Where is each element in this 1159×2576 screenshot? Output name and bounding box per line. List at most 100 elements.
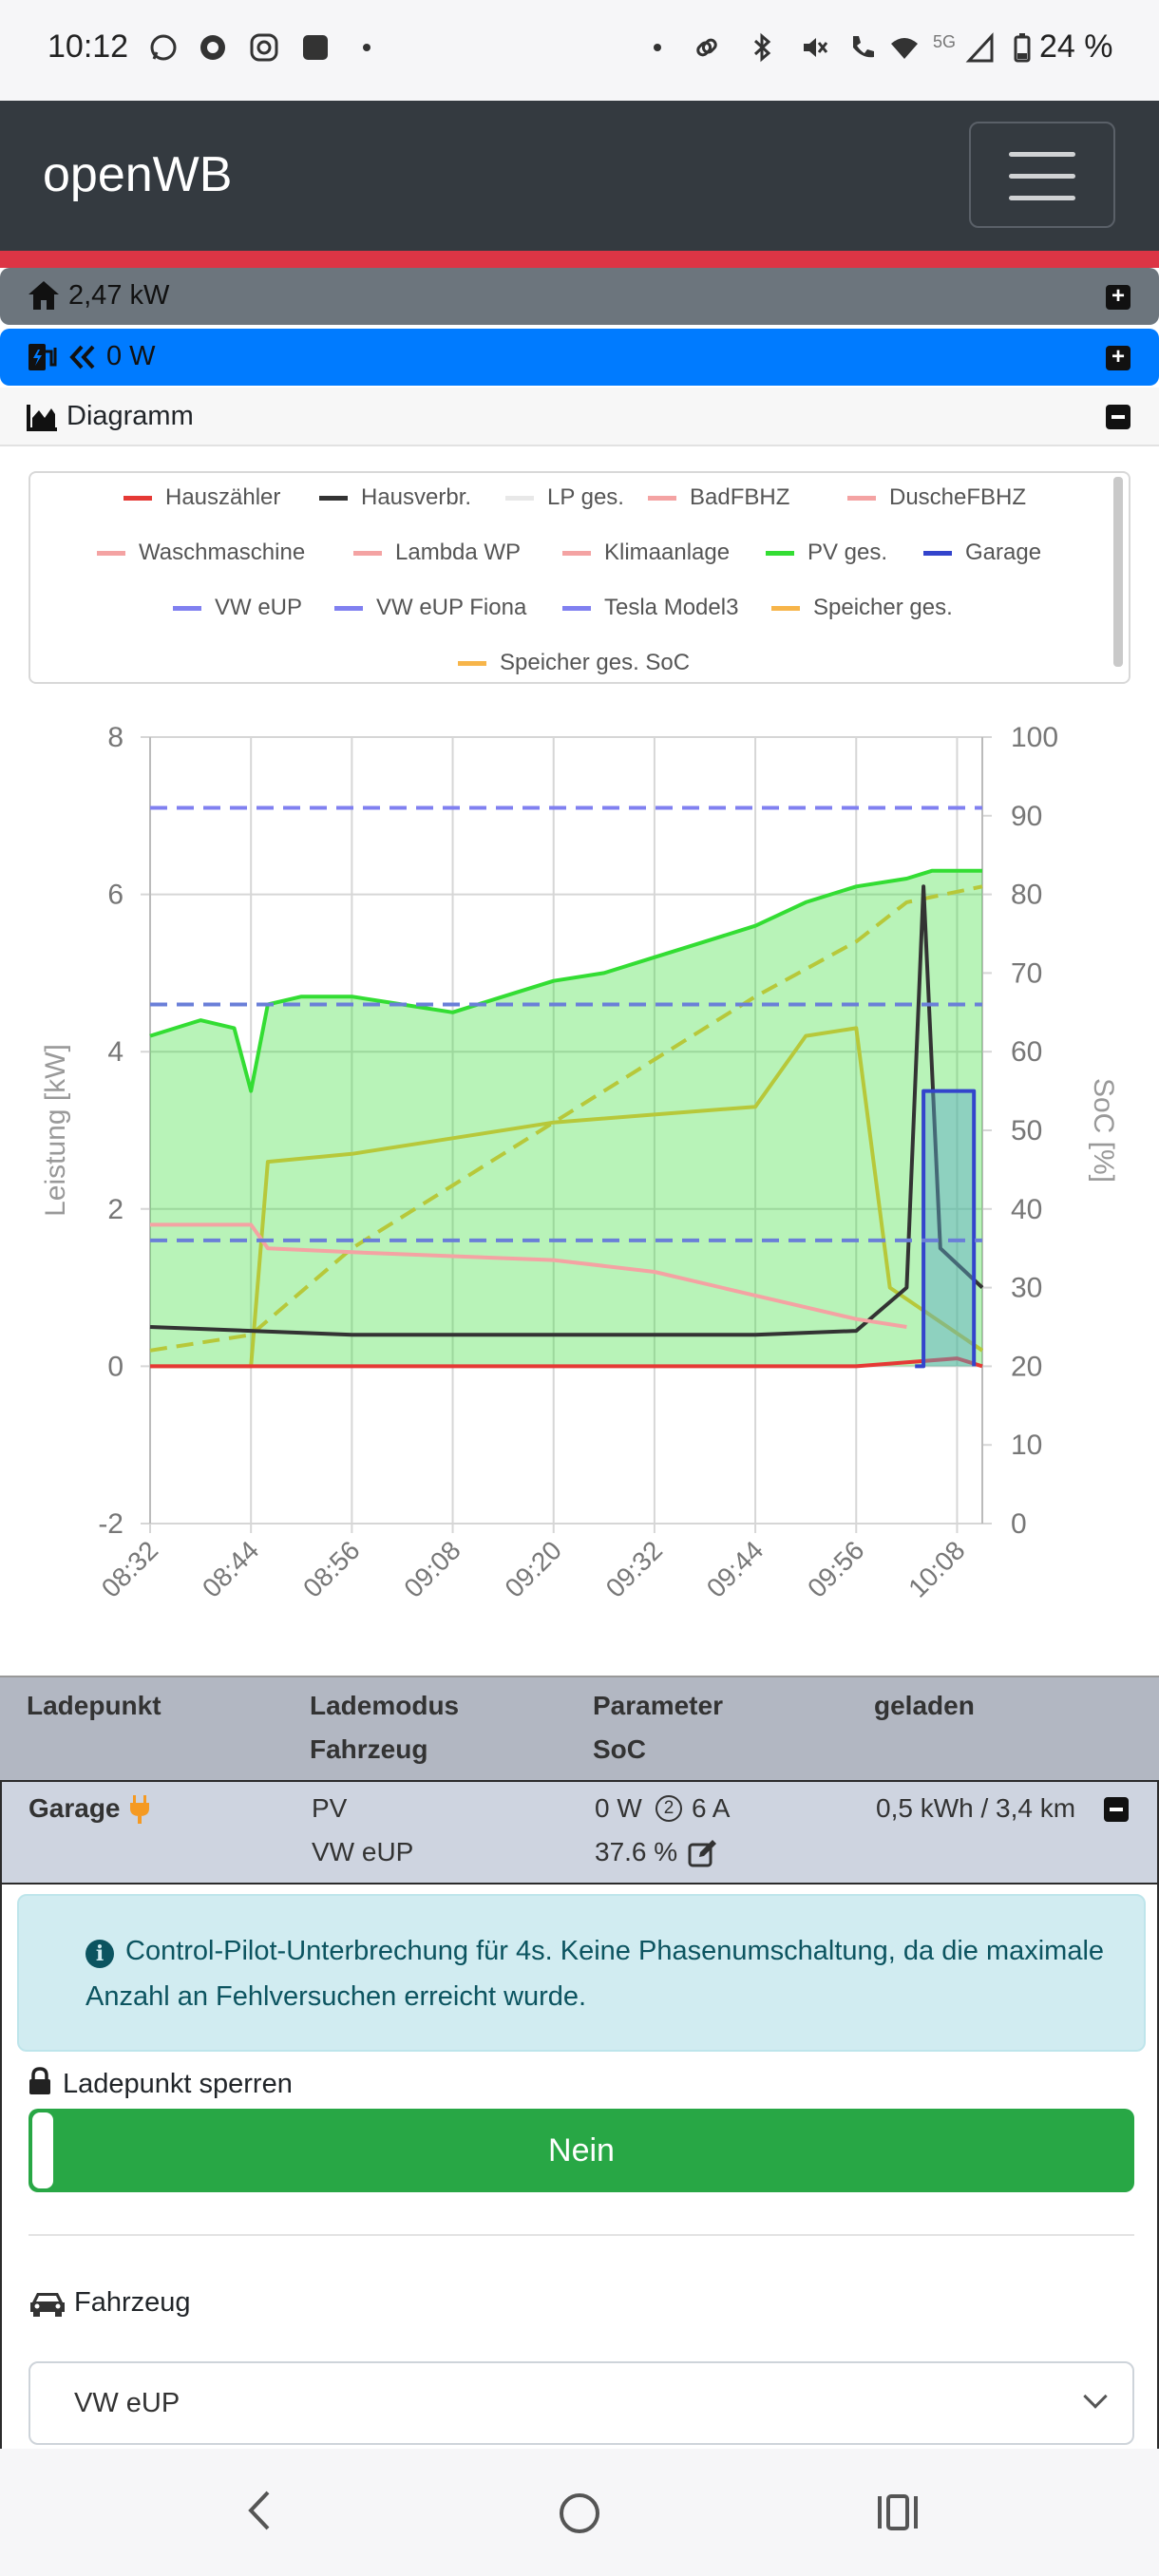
- house-consumption-bar[interactable]: 2,47 kW +: [0, 268, 1159, 325]
- charged-energy: 0,5 kWh / 3,4 km: [876, 1793, 1076, 1823]
- y2-tick-label: 10: [1011, 1430, 1042, 1461]
- legend-label: Speicher ges.: [813, 595, 953, 620]
- legend-scrollbar[interactable]: [1113, 477, 1123, 667]
- y-tick-label: -2: [98, 1508, 124, 1540]
- edit-icon[interactable]: [688, 1839, 718, 1867]
- hamburger-menu-icon[interactable]: [969, 122, 1115, 228]
- plug-icon: [130, 1795, 149, 1824]
- y-tick-label: 2: [107, 1194, 124, 1225]
- legend-label: VW eUP Fiona: [376, 595, 527, 620]
- grid-status-bar: [0, 251, 1159, 268]
- vehicle-soc: 37.6 %: [595, 1837, 678, 1866]
- legend-swatch: [319, 496, 348, 502]
- legend-item[interactable]: Speicher ges. SoC: [458, 650, 690, 676]
- series-line: [915, 1089, 977, 1369]
- bluetooth-icon: [753, 32, 771, 63]
- legend-item[interactable]: Waschmaschine: [97, 540, 305, 566]
- legend-item[interactable]: Hausverbr.: [319, 484, 471, 511]
- legend-label: BadFBHZ: [690, 484, 790, 510]
- status-bar: 10:12 5G 24 %: [0, 0, 1159, 101]
- diagram-header[interactable]: Diagramm: [0, 388, 1159, 446]
- lock-icon: [29, 2067, 50, 2094]
- lock-toggle-button[interactable]: Nein: [28, 2109, 1134, 2192]
- vehicle-select[interactable]: VW eUP: [28, 2361, 1134, 2445]
- home-nav-icon[interactable]: [557, 2491, 602, 2536]
- expand-plus-icon[interactable]: +: [1106, 346, 1130, 370]
- vehicle-label: Fahrzeug: [74, 2287, 191, 2318]
- mute-icon: [804, 38, 828, 57]
- legend-item[interactable]: LP ges.: [505, 484, 624, 511]
- expand-plus-icon[interactable]: +: [1106, 285, 1130, 310]
- app-icon: [303, 35, 328, 60]
- x-tick-label: 08:44: [197, 1535, 264, 1602]
- legend-item[interactable]: VW eUP: [173, 595, 302, 621]
- series-line: [149, 868, 982, 1093]
- alert-text: Control-Pilot-Unterbrechung für 4s. Kein…: [86, 1936, 1105, 2012]
- chart-legend: Hauszähler Hausverbr. LP ges. BadFBHZ Dusche…: [28, 471, 1130, 684]
- header-fahrzeug: Fahrzeug: [310, 1734, 428, 1764]
- home-icon: [28, 281, 59, 310]
- y-tick-label: 0: [107, 1351, 124, 1382]
- legend-item[interactable]: PV ges.: [766, 540, 887, 566]
- legend-item[interactable]: Tesla Model3: [562, 595, 738, 621]
- x-tick-label: 09:44: [701, 1535, 769, 1602]
- vehicle-select-value: VW eUP: [74, 2388, 180, 2418]
- legend-swatch: [923, 551, 952, 557]
- legend-item[interactable]: DuscheFBHZ: [847, 484, 1026, 511]
- legend-item[interactable]: BadFBHZ: [648, 484, 789, 511]
- notification-icon: [200, 35, 225, 60]
- legend-label: Hauszähler: [165, 484, 281, 510]
- y2-tick-label: 20: [1011, 1351, 1042, 1382]
- legend-item[interactable]: VW eUP Fiona: [334, 595, 526, 621]
- collapse-minus-icon[interactable]: [1106, 405, 1130, 429]
- collapse-minus-icon[interactable]: [1104, 1797, 1129, 1822]
- y-axis-label: Leistung [kW]: [40, 1044, 71, 1217]
- legend-swatch: [562, 551, 591, 557]
- chargepoint-name: Garage: [28, 1793, 121, 1823]
- signal-icon: [965, 32, 994, 63]
- system-navigation-bar: [0, 2449, 1159, 2576]
- legend-label: LP ges.: [547, 484, 624, 510]
- legend-item[interactable]: Hauszähler: [124, 484, 280, 511]
- charge-power-bar[interactable]: 0 W +: [0, 329, 1159, 386]
- legend-item[interactable]: Lambda WP: [353, 540, 521, 566]
- legend-swatch: [124, 496, 152, 502]
- chevron-down-icon: [1083, 2384, 1108, 2409]
- x-tick-label: 09:56: [802, 1535, 869, 1602]
- legend-swatch: [847, 496, 876, 502]
- legend-swatch: [648, 496, 676, 502]
- clock: 10:12: [48, 28, 129, 65]
- x-tick-label: 10:08: [902, 1535, 970, 1602]
- legend-label: Garage: [965, 540, 1042, 565]
- table-row[interactable]: Garage PV VW eUP 0 W 2 6 A 37.6 % 0,5 kW…: [0, 1780, 1159, 1885]
- legend-swatch: [353, 551, 382, 557]
- x-tick-label: 08:32: [96, 1535, 163, 1602]
- toggle-knob: [32, 2112, 53, 2188]
- header-ladepunkt: Ladepunkt: [27, 1691, 162, 1720]
- brand-title[interactable]: openWB: [43, 147, 233, 202]
- dot-icon: [363, 44, 370, 51]
- house-power-value: 2,47 kW: [68, 280, 170, 311]
- back-icon[interactable]: [241, 2487, 279, 2534]
- series-area: [915, 1090, 975, 1367]
- legend-label: Tesla Model3: [604, 595, 739, 620]
- diagram-label: Diagramm: [66, 401, 194, 431]
- legend-item[interactable]: Garage: [923, 540, 1041, 566]
- legend-item[interactable]: Speicher ges.: [771, 595, 953, 621]
- series-line: [149, 884, 984, 1337]
- series-line: [150, 1356, 983, 1369]
- charge-power: 0 W: [595, 1793, 642, 1823]
- y2-tick-label: 40: [1011, 1194, 1042, 1225]
- battery-percent: 24 %: [1039, 28, 1113, 65]
- legend-swatch: [562, 606, 591, 612]
- recent-apps-icon[interactable]: [874, 2491, 922, 2534]
- whatsapp-icon: [150, 34, 177, 61]
- y2-tick-label: 60: [1011, 1036, 1042, 1068]
- battery-icon: [1014, 33, 1031, 63]
- charging-station-icon: [28, 344, 57, 370]
- series-area: [150, 870, 982, 1367]
- legend-swatch: [334, 606, 363, 612]
- car-icon: [30, 2293, 65, 2317]
- wifi-icon: [891, 38, 918, 59]
- legend-item[interactable]: Klimaanlage: [562, 540, 730, 566]
